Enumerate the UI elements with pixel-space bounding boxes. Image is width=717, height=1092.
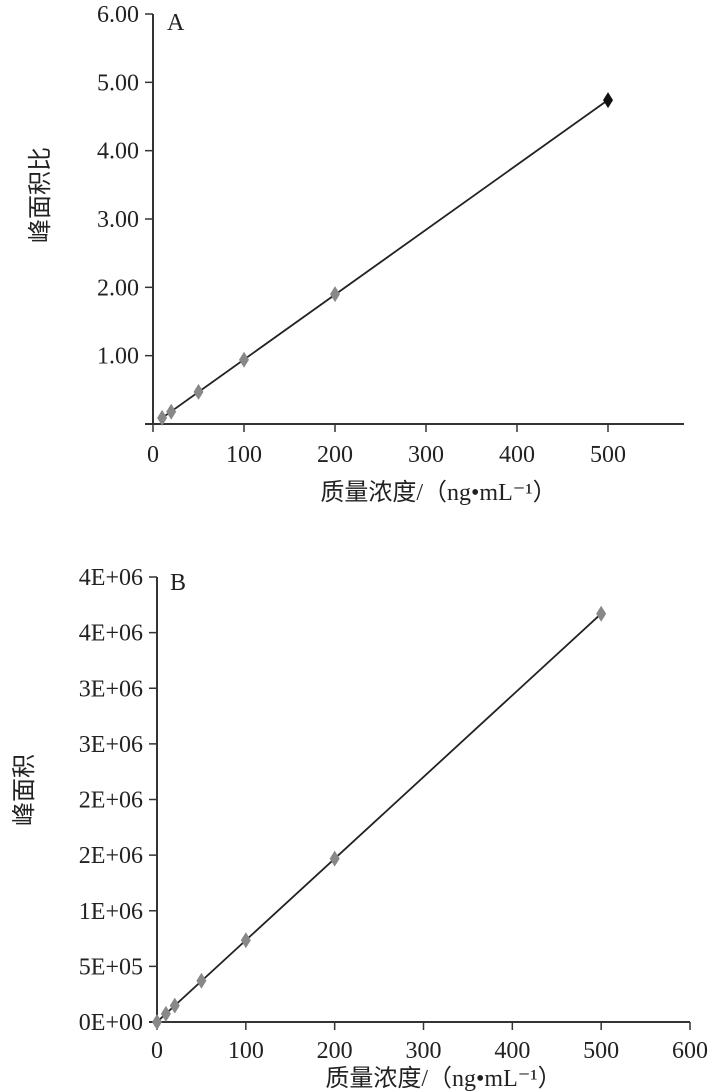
x-tick-label: 400 [499,442,535,468]
y-tick-label: 5.00 [97,70,139,96]
chart-b: 0 100 200 300 400 500 600 0E+00 5E+05 1E+06 2E+06 2… [11,565,708,1092]
y-tick-label: 3E+06 [79,676,143,702]
y-tick-label: 3E+06 [79,732,143,758]
x-tick-label: 200 [317,1038,353,1064]
x-tick-label: 400 [494,1038,530,1064]
x-axis-title: 质量浓度/（ng•mL⁻¹） [325,1065,561,1092]
data-point [193,383,204,400]
y-tick-label: 5E+05 [79,954,143,980]
data-point [160,1005,171,1022]
x-tick-label: 200 [317,442,353,468]
panel-label: A [167,10,185,36]
data-point [330,286,340,303]
panel-label: B [170,570,186,596]
y-tick-label: 2.00 [97,275,139,301]
y-tick-label: 1E+06 [79,899,143,925]
x-tick-label: 600 [672,1038,708,1064]
data-point [240,932,251,949]
data-point [169,997,180,1014]
x-tick-label: 500 [590,442,626,468]
data-point [196,972,207,989]
x-tick-label: 0 [151,1038,163,1064]
y-tick-label: 1.00 [97,344,139,370]
data-point [166,403,177,420]
x-axis-title: 质量浓度/（ng•mL⁻¹） [320,479,556,506]
y-axis-title: 峰面积比 [27,147,54,243]
x-tick-label: 100 [226,442,262,468]
y-tick-label: 4E+06 [79,621,143,647]
y-tick-label: 4.00 [97,139,139,165]
data-point [239,351,249,368]
x-tick-label: 500 [583,1038,619,1064]
y-tick-label: 2E+06 [79,788,143,814]
trendline [156,613,602,1023]
y-tick-label: 4E+06 [79,565,143,591]
y-axis-title: 峰面积 [11,754,38,826]
x-tick-label: 300 [406,1038,442,1064]
data-point [603,92,613,109]
x-tick-label: 300 [408,442,444,468]
data-point [329,850,340,867]
trendline [161,99,609,419]
y-tick-label: 2E+06 [79,843,143,869]
data-point [596,605,607,622]
x-tick-label: 0 [147,442,159,468]
y-tick-label: 6.00 [97,2,139,28]
y-tick-label: 0E+00 [79,1010,143,1036]
chart-a: 0 100 200 300 400 500 1.00 2.00 3.00 4.00 5.00 6.00… [27,2,684,506]
x-tick-label: 100 [228,1038,264,1064]
data-point [152,1014,162,1030]
y-tick-label: 3.00 [97,207,139,233]
data-point [157,409,168,426]
